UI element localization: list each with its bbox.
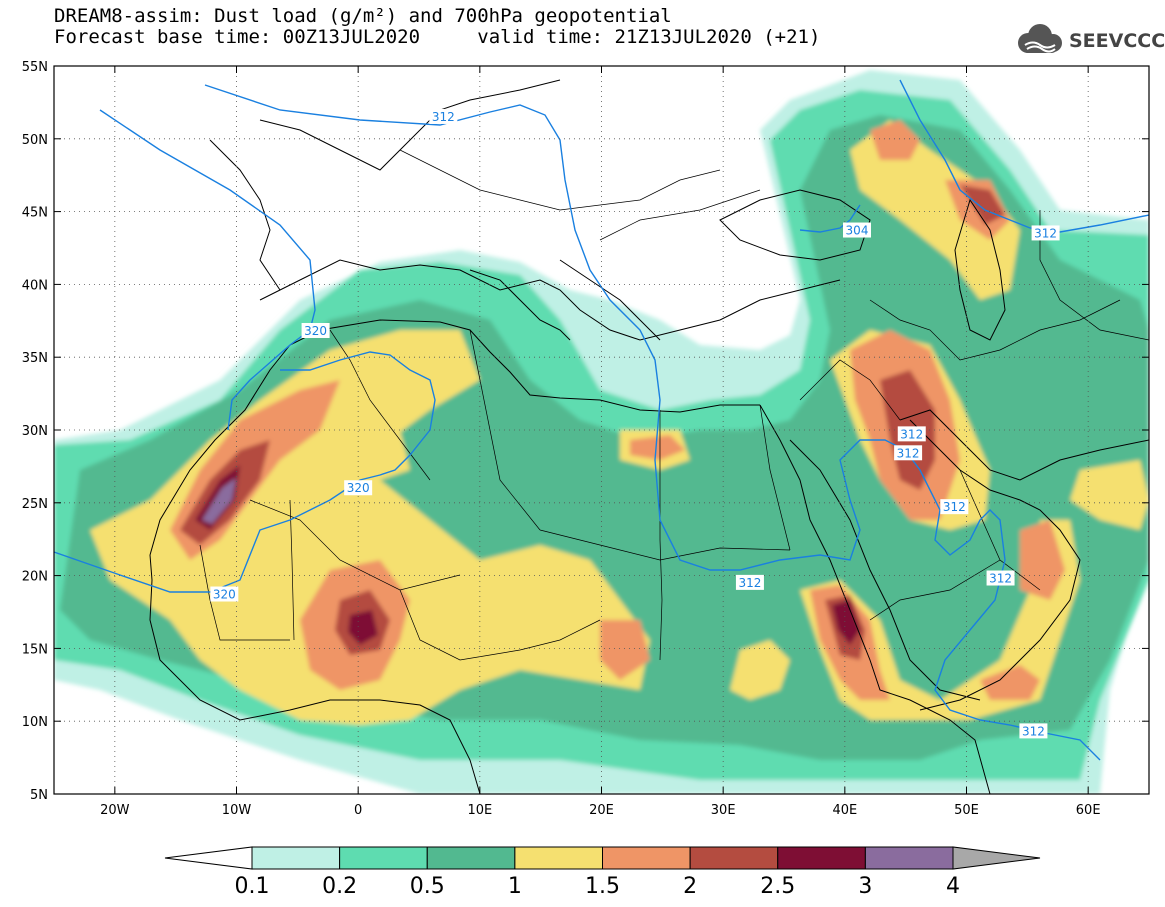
- colorbar-segment: [426, 846, 516, 870]
- lat-tick-label: 50N: [22, 133, 48, 148]
- lat-tick-label: 25N: [22, 497, 48, 512]
- svg-text:312: 312: [738, 576, 761, 590]
- dust-level-2.5: [832, 600, 860, 645]
- axis-ticks: [54, 65, 1149, 795]
- lon-tick-label: 10E: [467, 803, 492, 818]
- svg-text:312: 312: [989, 572, 1012, 586]
- colorbar-segment: [251, 846, 341, 870]
- title-line: DREAM8-assim: Dust load (g/m²) and 700hP…: [54, 5, 672, 27]
- dust-level-1: [730, 640, 790, 700]
- svg-text:312: 312: [943, 500, 966, 514]
- dust-level-1: [370, 430, 410, 480]
- svg-text:312: 312: [900, 427, 923, 441]
- colorbar-label: 0.1: [235, 874, 270, 899]
- dust-level-1: [1070, 460, 1149, 530]
- lon-tick-label: 20W: [100, 803, 130, 818]
- svg-text:312: 312: [432, 110, 455, 124]
- svg-text:312: 312: [897, 446, 920, 460]
- colorbar-label: 0.5: [410, 874, 445, 899]
- lat-tick-label: 20N: [22, 570, 48, 585]
- colorbar-segment: [339, 846, 428, 870]
- colorbar-label: 3: [858, 874, 872, 899]
- lon-tick-label: 10W: [222, 803, 252, 818]
- lon-tick-label: 50E: [954, 803, 979, 818]
- country-borders: [199, 149, 1149, 661]
- colorbar-segment: [514, 846, 603, 870]
- svg-text:320: 320: [304, 324, 327, 338]
- lat-tick-label: 35N: [22, 351, 48, 366]
- contour-label: 312: [429, 108, 458, 124]
- colorbar-label: 4: [946, 874, 960, 899]
- contour-label: 312: [1031, 225, 1060, 241]
- geopotential-contours: [54, 79, 1149, 761]
- contour-label: 312: [940, 499, 969, 515]
- longitude-labels: 20W 10W 0 10E 20E 30E 40E 50E 60E: [100, 803, 1100, 818]
- dust-level-1.5: [980, 665, 1040, 700]
- svg-text:312: 312: [1034, 226, 1057, 240]
- contour-label: 304: [843, 222, 871, 238]
- contour-label: 312: [986, 570, 1015, 586]
- lat-tick-label: 55N: [22, 60, 48, 75]
- map-header: DREAM8-assim: Dust load (g/m²) and 700hP…: [54, 6, 1054, 48]
- cloud-logo-icon: [1018, 24, 1062, 53]
- lat-tick-label: 45N: [22, 206, 48, 221]
- contour-labels: 312 320 320 320 304 312 312 312 312 312 312 312: [210, 108, 1060, 739]
- dust-level-3: [202, 478, 236, 524]
- dust-level-2: [960, 185, 1005, 225]
- colorbar-label: 1: [508, 874, 522, 899]
- lon-tick-label: 30E: [711, 803, 736, 818]
- dust-level-1.5: [630, 435, 685, 460]
- lon-tick-label: 0: [354, 803, 362, 818]
- lon-tick-label: 40E: [832, 803, 857, 818]
- colorbar-segment: [777, 846, 866, 870]
- colorbar-label: 1.5: [585, 874, 620, 899]
- dust-level-1.5: [1020, 520, 1065, 600]
- coastlines: [149, 79, 1149, 794]
- contour-label: 320: [210, 586, 239, 602]
- lon-tick-label: 20E: [589, 803, 614, 818]
- contour-label: 312: [1019, 723, 1048, 739]
- dust-level-1.5: [600, 620, 650, 680]
- lat-tick-label: 30N: [22, 424, 48, 439]
- colorbar: 0.1 0.2 0.5 1 1.5 2 2.5 3 4: [164, 846, 1041, 899]
- dust-level-1: [850, 120, 1020, 300]
- base-time: Forecast base time: 00Z13JUL2020: [54, 26, 421, 48]
- latitude-labels: 55N 50N 45N 40N 35N 30N 25N 20N 15N 10N 5N: [22, 60, 48, 803]
- seevccc-logo: SEEVCCC: [1013, 22, 1165, 62]
- contour-label: 312: [897, 426, 926, 442]
- colorbar-label: 0.2: [322, 874, 357, 899]
- valid-time: valid time: 21Z13JUL2020 (+21): [477, 26, 821, 48]
- colorbar-label: 2.5: [760, 874, 795, 899]
- contour-label: 320: [301, 322, 330, 338]
- svg-text:320: 320: [213, 588, 236, 602]
- svg-text:304: 304: [846, 224, 869, 238]
- colorbar-under-arrow: [164, 846, 253, 870]
- colorbar-segment: [689, 846, 779, 870]
- contour-label: 312: [894, 445, 923, 461]
- logo-text: SEEVCCC: [1069, 30, 1165, 52]
- lat-tick-label: 15N: [22, 642, 48, 657]
- dust-level-1.5: [870, 120, 920, 160]
- map-frame-content: 312 320 320 320 304 312 312 312 312 312 312 312: [54, 66, 1149, 794]
- svg-text:320: 320: [347, 481, 370, 495]
- svg-text:312: 312: [1022, 724, 1045, 738]
- dust-level-2.5: [348, 610, 378, 645]
- time-line: Forecast base time: 00Z13JUL2020 valid t…: [54, 27, 1054, 48]
- colorbar-over-arrow: [952, 846, 1041, 870]
- colorbar-segment: [602, 846, 691, 870]
- contour-label: 320: [344, 480, 373, 496]
- lat-tick-label: 5N: [30, 788, 48, 803]
- lat-tick-label: 40N: [22, 278, 48, 293]
- dust-level-1: [90, 330, 650, 725]
- contour-label: 312: [735, 574, 764, 590]
- colorbar-segment: [864, 846, 954, 870]
- lon-tick-label: 60E: [1076, 803, 1101, 818]
- lat-tick-label: 10N: [22, 715, 48, 730]
- colorbar-label: 2: [683, 874, 697, 899]
